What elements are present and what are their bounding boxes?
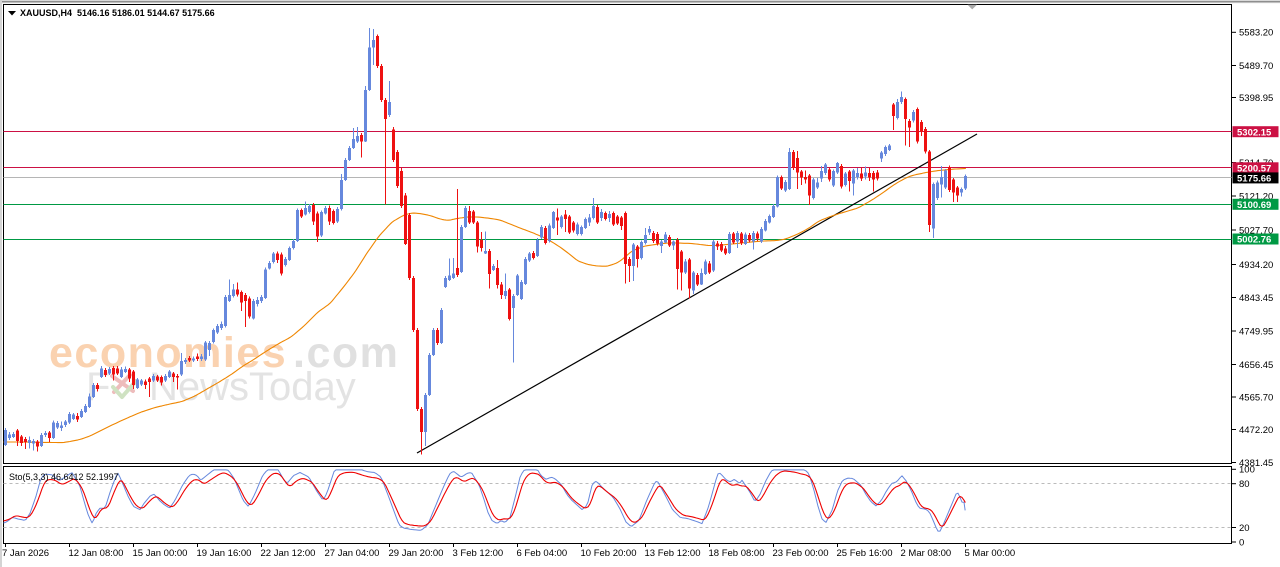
- svg-text:3 Feb 12:00: 3 Feb 12:00: [453, 548, 504, 559]
- svg-text:Sto(5,3,3) 46.6412 52.1997: Sto(5,3,3) 46.6412 52.1997: [9, 472, 119, 482]
- svg-text:12 Jan 08:00: 12 Jan 08:00: [69, 548, 124, 559]
- svg-text:6 Feb 04:00: 6 Feb 04:00: [517, 548, 568, 559]
- svg-text:7 Jan 2026: 7 Jan 2026: [2, 548, 49, 559]
- svg-text:XAUUSD,H4 5146.16 5186.01 514: XAUUSD,H4 5146.16 5186.01 5144.67 5175.6…: [20, 8, 215, 18]
- svg-text:15 Jan 00:00: 15 Jan 00:00: [133, 548, 188, 559]
- svg-text:19 Jan 16:00: 19 Jan 16:00: [197, 548, 252, 559]
- svg-text:4381.45: 4381.45: [1239, 458, 1273, 469]
- svg-text:13 Feb 12:00: 13 Feb 12:00: [645, 548, 701, 559]
- svg-text:5200.57: 5200.57: [1237, 163, 1271, 174]
- svg-text:4843.45: 4843.45: [1239, 293, 1273, 304]
- svg-text:5100.69: 5100.69: [1237, 200, 1271, 211]
- svg-text:18 Feb 08:00: 18 Feb 08:00: [709, 548, 765, 559]
- svg-text:10 Feb 20:00: 10 Feb 20:00: [581, 548, 637, 559]
- svg-text:.com: .com: [293, 329, 399, 377]
- svg-text:4565.70: 4565.70: [1239, 392, 1273, 403]
- svg-text:20: 20: [1239, 523, 1250, 534]
- svg-text:4656.45: 4656.45: [1239, 360, 1273, 371]
- svg-text:5 Mar 00:00: 5 Mar 00:00: [965, 548, 1016, 559]
- svg-text:4749.95: 4749.95: [1239, 326, 1273, 337]
- svg-text:23 Feb 00:00: 23 Feb 00:00: [773, 548, 829, 559]
- svg-text:economies: economies: [49, 329, 287, 377]
- svg-text:5175.66: 5175.66: [1237, 174, 1271, 185]
- svg-text:5398.95: 5398.95: [1239, 93, 1273, 104]
- svg-text:5583.20: 5583.20: [1239, 28, 1273, 39]
- svg-text:80: 80: [1239, 479, 1250, 490]
- svg-text:5489.70: 5489.70: [1239, 61, 1273, 72]
- svg-text:22 Jan 12:00: 22 Jan 12:00: [261, 548, 316, 559]
- svg-text:4934.20: 4934.20: [1239, 260, 1273, 271]
- svg-text:5302.15: 5302.15: [1237, 127, 1272, 138]
- svg-text:5027.70: 5027.70: [1239, 225, 1273, 236]
- svg-text:4472.20: 4472.20: [1239, 425, 1273, 436]
- svg-text:5002.76: 5002.76: [1237, 235, 1271, 246]
- svg-text:29 Jan 20:00: 29 Jan 20:00: [389, 548, 444, 559]
- svg-text:27 Jan 04:00: 27 Jan 04:00: [325, 548, 380, 559]
- svg-text:100: 100: [1239, 465, 1255, 476]
- svg-text:0: 0: [1239, 537, 1244, 548]
- svg-text:NewsToday: NewsToday: [149, 365, 356, 409]
- svg-text:25 Feb 16:00: 25 Feb 16:00: [837, 548, 893, 559]
- svg-text:5121.20: 5121.20: [1239, 191, 1273, 202]
- svg-text:2 Mar 08:00: 2 Mar 08:00: [901, 548, 952, 559]
